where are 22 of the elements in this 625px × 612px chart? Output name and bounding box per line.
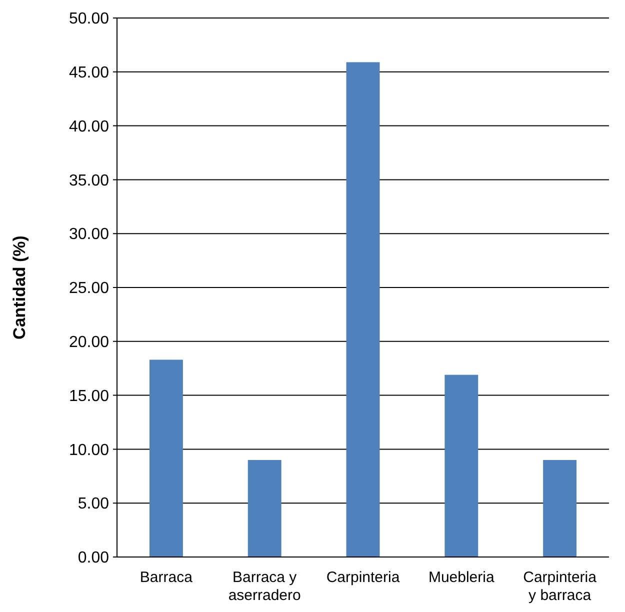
y-tick-label: 20.00 bbox=[68, 334, 110, 351]
bar bbox=[543, 460, 577, 557]
y-axis-title: Cantidad (%) bbox=[10, 236, 29, 340]
bar bbox=[149, 360, 183, 557]
x-tick-label: Barraca bbox=[140, 569, 194, 586]
bar bbox=[248, 460, 282, 557]
y-tick-label: 35.00 bbox=[68, 172, 110, 190]
y-tick-label: 45.00 bbox=[68, 64, 110, 82]
x-tick-label: Barraca y aserradero bbox=[228, 569, 301, 604]
x-tick-label: Carpinteria y barraca bbox=[523, 569, 598, 604]
x-tick-label: Muebleria bbox=[428, 569, 495, 586]
y-tick-label: 50.00 bbox=[68, 10, 110, 28]
y-tick-label: 10.00 bbox=[68, 442, 110, 459]
y-tick-label: 5.00 bbox=[78, 496, 110, 513]
y-tick-label: 0.00 bbox=[78, 550, 110, 567]
x-tick-label: Carpinteria bbox=[326, 569, 400, 586]
bar bbox=[444, 374, 478, 557]
y-tick-label: 15.00 bbox=[68, 388, 110, 405]
y-tick-label: 30.00 bbox=[68, 226, 110, 244]
y-tick-label: 40.00 bbox=[68, 118, 110, 136]
bar bbox=[346, 62, 380, 557]
y-tick-label: 25.00 bbox=[68, 280, 110, 298]
